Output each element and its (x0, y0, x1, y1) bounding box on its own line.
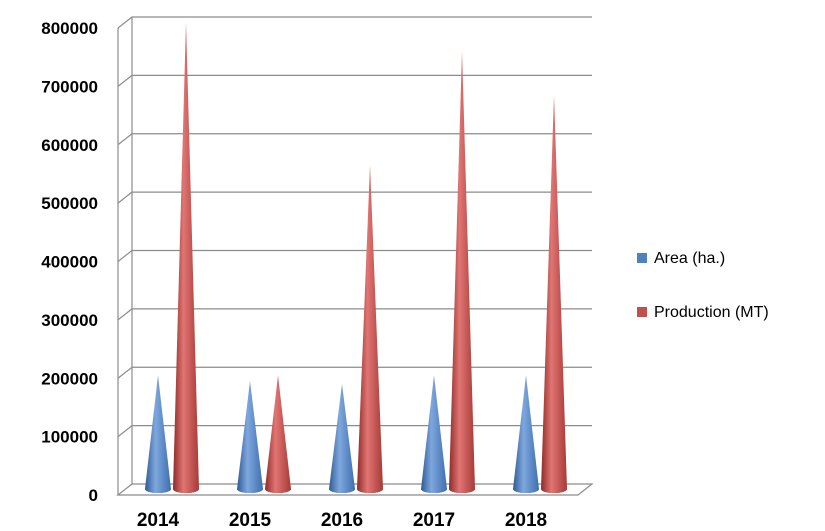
legend-swatch (637, 253, 647, 263)
y-tick-label: 100000 (41, 428, 98, 447)
x-tick-label: 2014 (137, 510, 180, 531)
cone-body (449, 51, 475, 493)
y-tick-label: 300000 (41, 311, 98, 330)
cone-bar (357, 165, 383, 493)
y-tick-label: 600000 (41, 136, 98, 155)
y-tick-label: 700000 (41, 77, 98, 96)
cone-bar (449, 51, 475, 493)
cone-body (357, 165, 383, 493)
y-tick-label: 400000 (41, 253, 98, 272)
legend-label: Area (ha.) (654, 250, 725, 267)
legend-item: Production (MT) (637, 304, 769, 321)
y-tick-label: 200000 (41, 369, 98, 388)
y-tick-label: 800000 (41, 19, 98, 38)
cone-bar (541, 95, 567, 493)
cone-body (513, 375, 539, 493)
legend-swatch (637, 307, 647, 317)
y-tick-label: 500000 (41, 194, 98, 213)
y-axis-tick-labels: 0 100000 200000 300000 400000 500000 600000 700… (41, 19, 98, 505)
cone-body (329, 384, 355, 493)
cone-bars (145, 22, 567, 493)
legend-item: Area (ha.) (637, 250, 725, 267)
gridline (118, 17, 592, 28)
x-axis-category-labels: 2014 2015 2016 2017 2018 (137, 510, 547, 531)
cone-bar (237, 381, 263, 493)
x-tick-label: 2015 (229, 510, 272, 531)
x-tick-label: 2018 (505, 510, 547, 531)
cone-bar (265, 375, 291, 493)
cone-body (265, 375, 291, 493)
cone-body (145, 375, 171, 493)
cone-body (421, 375, 447, 493)
cone-body (237, 381, 263, 493)
legend-label: Production (MT) (654, 304, 769, 321)
cone-bar (421, 375, 447, 493)
legend: Area (ha.) Production (MT) (637, 250, 769, 321)
cone-bar (145, 375, 171, 493)
cone-body (173, 22, 199, 493)
cone-body (541, 95, 567, 493)
x-tick-label: 2016 (321, 510, 363, 531)
cone-bar (329, 384, 355, 493)
cone-bar (513, 375, 539, 493)
y-tick-label: 0 (89, 486, 98, 505)
x-tick-label: 2017 (413, 510, 455, 531)
gridline (118, 75, 592, 86)
cone-bar (173, 22, 199, 493)
